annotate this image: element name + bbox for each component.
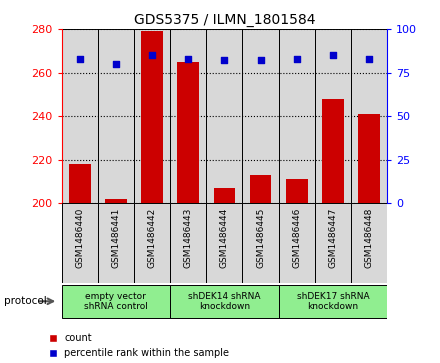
- Bar: [279, 285, 387, 318]
- Text: GSM1486448: GSM1486448: [365, 207, 374, 268]
- Text: GSM1486442: GSM1486442: [147, 207, 157, 268]
- Text: shDEK17 shRNA
knockdown: shDEK17 shRNA knockdown: [297, 291, 369, 311]
- Point: [293, 56, 300, 62]
- Bar: [141, 31, 163, 203]
- Bar: [170, 29, 206, 203]
- Bar: [98, 203, 134, 283]
- Bar: [170, 203, 206, 283]
- Point: [257, 57, 264, 63]
- Bar: [69, 164, 91, 203]
- Bar: [315, 203, 351, 283]
- Bar: [242, 203, 279, 283]
- Point: [185, 56, 192, 62]
- Bar: [279, 29, 315, 203]
- Text: GSM1486445: GSM1486445: [256, 207, 265, 268]
- Text: protocol: protocol: [4, 296, 47, 306]
- Text: GSM1486443: GSM1486443: [184, 207, 193, 268]
- Bar: [134, 29, 170, 203]
- Bar: [62, 285, 170, 318]
- Point: [149, 52, 156, 58]
- Title: GDS5375 / ILMN_1801584: GDS5375 / ILMN_1801584: [134, 13, 315, 26]
- Text: GSM1486444: GSM1486444: [220, 207, 229, 268]
- Bar: [279, 203, 315, 283]
- Point: [366, 56, 373, 62]
- Bar: [170, 285, 279, 318]
- Bar: [351, 203, 387, 283]
- Bar: [286, 179, 308, 203]
- Text: GSM1486447: GSM1486447: [328, 207, 337, 268]
- Bar: [62, 29, 98, 203]
- Text: GSM1486441: GSM1486441: [111, 207, 121, 268]
- Bar: [134, 203, 170, 283]
- Bar: [322, 99, 344, 203]
- Legend: count, percentile rank within the sample: count, percentile rank within the sample: [49, 333, 229, 358]
- Bar: [177, 62, 199, 203]
- Point: [330, 52, 337, 58]
- Bar: [105, 199, 127, 203]
- Point: [221, 57, 228, 63]
- Text: empty vector
shRNA control: empty vector shRNA control: [84, 291, 148, 311]
- Bar: [213, 188, 235, 203]
- Bar: [242, 29, 279, 203]
- Bar: [98, 29, 134, 203]
- Text: GSM1486440: GSM1486440: [75, 207, 84, 268]
- Text: GSM1486446: GSM1486446: [292, 207, 301, 268]
- Bar: [206, 203, 242, 283]
- Bar: [358, 114, 380, 203]
- Text: shDEK14 shRNA
knockdown: shDEK14 shRNA knockdown: [188, 291, 260, 311]
- Bar: [206, 29, 242, 203]
- Bar: [351, 29, 387, 203]
- Bar: [250, 175, 271, 203]
- Point: [76, 56, 83, 62]
- Point: [112, 61, 119, 67]
- Bar: [62, 203, 98, 283]
- Bar: [315, 29, 351, 203]
